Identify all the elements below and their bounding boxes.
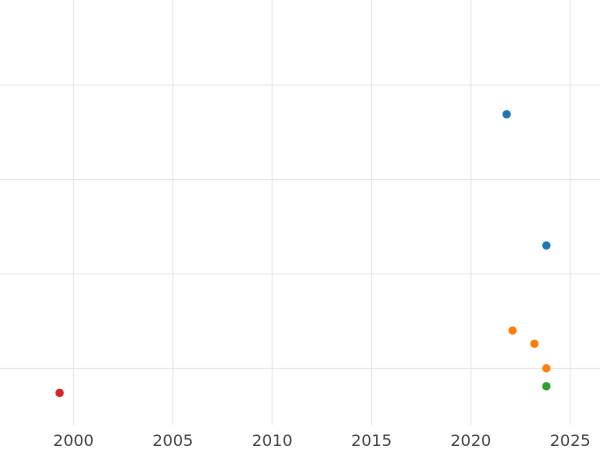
x-tick-label-2005: 2005 <box>152 431 193 450</box>
x-axis-ticks: 2000 2005 2010 2015 2020 2025 <box>53 431 590 450</box>
data-point-3 <box>530 339 539 348</box>
data-point-2 <box>508 326 517 335</box>
data-point-0 <box>502 110 511 119</box>
x-tick-label-2000: 2000 <box>53 431 94 450</box>
x-tick-label-2025: 2025 <box>550 431 591 450</box>
x-tick-label-2020: 2020 <box>451 431 492 450</box>
data-point-4 <box>542 364 551 373</box>
data-point-1 <box>542 241 551 250</box>
data-point-6 <box>55 388 64 398</box>
data-point-5 <box>542 382 551 391</box>
x-tick-label-2010: 2010 <box>252 431 293 450</box>
grid <box>0 0 600 425</box>
data-points <box>55 110 551 398</box>
x-tick-label-2015: 2015 <box>351 431 392 450</box>
